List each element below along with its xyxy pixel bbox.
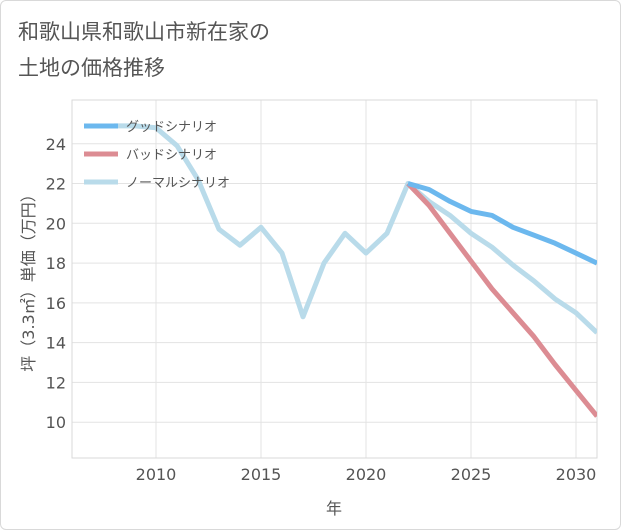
y-tick-label: 20 bbox=[46, 214, 66, 233]
y-axis-ticks: 10 12 14 16 18 20 22 24 bbox=[46, 135, 66, 432]
x-tick-label: 2030 bbox=[556, 465, 597, 484]
x-axis-title: 年 bbox=[326, 499, 342, 518]
y-tick-label: 10 bbox=[46, 413, 66, 432]
x-tick-label: 2025 bbox=[451, 465, 492, 484]
x-tick-label: 2010 bbox=[136, 465, 177, 484]
y-axis-title: 坪（3.3㎡）単価（万円） bbox=[19, 186, 38, 371]
legend-label: ノーマルシナリオ bbox=[126, 176, 230, 191]
series-line-normal bbox=[114, 123, 597, 335]
plot-area-border bbox=[71, 99, 598, 459]
y-tick-label: 14 bbox=[46, 334, 66, 353]
y-tick-label: 16 bbox=[46, 294, 66, 313]
grid-lines bbox=[72, 100, 597, 458]
y-tick-label: 12 bbox=[46, 373, 66, 392]
series-line-bad bbox=[406, 181, 597, 418]
x-axis-ticks: 2010 2015 2020 2025 2030 bbox=[136, 465, 597, 484]
y-tick-label: 18 bbox=[46, 254, 66, 273]
y-tick-label: 24 bbox=[46, 135, 66, 154]
legend-label: グッドシナリオ bbox=[126, 120, 217, 135]
y-tick-label: 22 bbox=[46, 175, 66, 194]
x-tick-label: 2015 bbox=[241, 465, 282, 484]
x-tick-label: 2020 bbox=[346, 465, 387, 484]
chart-title: 和歌山県和歌山市新在家の 土地の価格推移 bbox=[18, 20, 270, 80]
series-lines bbox=[114, 123, 597, 418]
series-line-good bbox=[407, 181, 597, 266]
legend-label: バッドシナリオ bbox=[126, 148, 217, 163]
